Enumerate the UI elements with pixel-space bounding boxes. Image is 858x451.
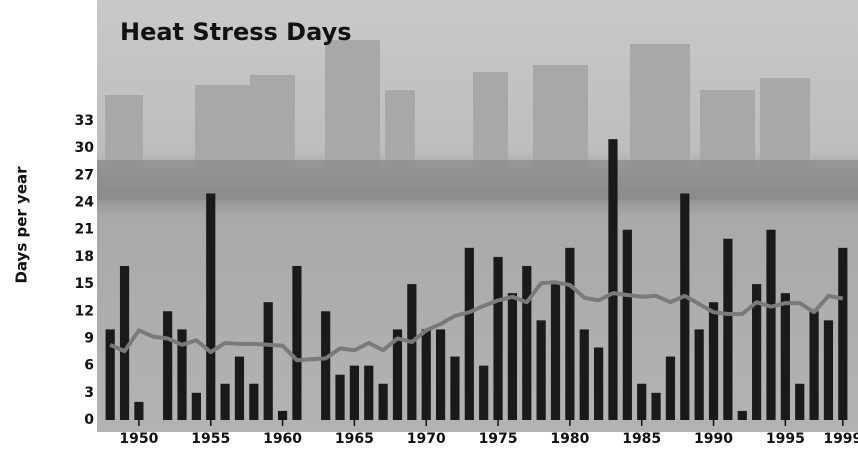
y-tick-label: 21 xyxy=(75,222,94,238)
bar xyxy=(378,383,388,420)
bar xyxy=(780,293,790,420)
y-tick-label: 0 xyxy=(84,412,94,428)
bar xyxy=(809,311,819,420)
bar xyxy=(407,284,417,420)
bar xyxy=(694,329,704,420)
bar xyxy=(249,383,259,420)
bar xyxy=(550,284,561,420)
bar xyxy=(364,365,374,420)
bar xyxy=(522,265,532,420)
x-tick-label: 1995 xyxy=(766,431,805,447)
bar xyxy=(450,356,460,420)
bar xyxy=(163,311,173,420)
y-tick-label: 3 xyxy=(84,385,94,401)
x-tick-label: 1970 xyxy=(407,431,446,447)
y-tick-label: 27 xyxy=(75,167,94,183)
bar xyxy=(105,329,115,420)
bar xyxy=(608,139,618,420)
bar xyxy=(823,320,834,420)
bar xyxy=(191,392,201,420)
y-tick-label: 12 xyxy=(75,303,94,319)
bar xyxy=(651,392,661,420)
bar xyxy=(637,383,647,420)
bar xyxy=(277,410,288,420)
y-tick-label: 24 xyxy=(75,195,95,211)
y-tick-label: 15 xyxy=(75,276,94,292)
bar xyxy=(594,347,604,420)
x-tick-label: 1990 xyxy=(694,431,733,447)
bar xyxy=(349,365,359,420)
bar xyxy=(493,256,503,420)
bar xyxy=(392,329,403,420)
chart-title: Heat Stress Days xyxy=(120,18,352,46)
bar xyxy=(507,293,518,420)
bar xyxy=(464,247,474,420)
x-tick-label: 1960 xyxy=(263,431,302,447)
y-tick-label: 9 xyxy=(84,330,94,346)
bar xyxy=(479,365,489,420)
bar xyxy=(622,229,632,420)
bar xyxy=(234,356,245,420)
bar xyxy=(565,247,575,420)
bar xyxy=(838,247,848,420)
background-photo xyxy=(97,0,858,432)
x-tick-label: 1985 xyxy=(622,431,661,447)
y-tick-label: 18 xyxy=(75,249,94,265)
bar xyxy=(134,401,144,420)
y-tick-label: 30 xyxy=(75,140,95,156)
bar xyxy=(752,284,762,420)
y-axis-label: Days per year xyxy=(13,166,31,284)
x-tick-label: 1955 xyxy=(191,431,230,447)
bar xyxy=(177,329,187,420)
bar xyxy=(536,320,546,420)
bar xyxy=(579,329,589,420)
bar xyxy=(795,383,805,420)
y-tick-label: 33 xyxy=(75,113,94,129)
bar xyxy=(708,302,719,420)
x-tick-label: 1999 xyxy=(823,431,858,447)
y-tick-label: 6 xyxy=(84,358,94,374)
bar xyxy=(723,238,733,420)
bar xyxy=(119,265,130,420)
bar xyxy=(665,356,676,420)
bar xyxy=(680,193,690,420)
bar xyxy=(737,410,747,420)
bar xyxy=(421,329,431,420)
bar xyxy=(220,383,230,420)
x-tick-label: 1965 xyxy=(335,431,374,447)
bar xyxy=(435,329,446,420)
bar xyxy=(292,265,302,420)
bar xyxy=(206,193,216,420)
trend-line xyxy=(109,280,844,363)
x-tick-label: 1950 xyxy=(119,431,158,447)
x-tick-label: 1975 xyxy=(479,431,518,447)
bar xyxy=(321,311,331,420)
x-tick-label: 1980 xyxy=(550,431,589,447)
bar xyxy=(263,302,273,420)
bar xyxy=(335,374,345,420)
bar xyxy=(766,229,776,420)
